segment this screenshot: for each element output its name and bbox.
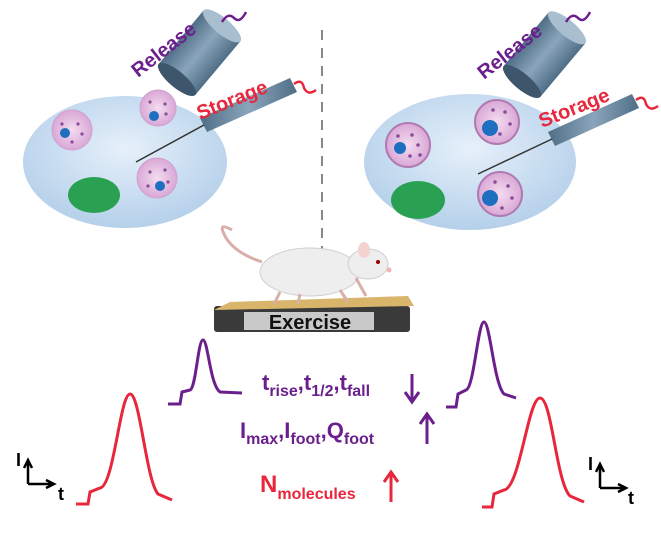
release-pipette bbox=[502, 11, 587, 99]
vesicle bbox=[385, 122, 431, 168]
wire bbox=[564, 11, 592, 23]
treadmill: Exercise bbox=[214, 296, 414, 334]
axes-icon-right: I t bbox=[588, 454, 634, 508]
nucleus bbox=[68, 177, 120, 213]
mouse-icon bbox=[220, 225, 392, 305]
right-storage-trace bbox=[482, 396, 585, 509]
kinetics-params: trise,t1/2,tfall bbox=[262, 370, 370, 400]
arrow-down-icon bbox=[403, 374, 421, 405]
y-axis-label: I bbox=[588, 454, 593, 474]
wire bbox=[220, 11, 248, 23]
arrow-up-icon bbox=[418, 411, 436, 444]
arrow-up-icon bbox=[382, 469, 400, 502]
vesicle bbox=[136, 157, 178, 199]
vesicle bbox=[477, 171, 523, 217]
vesicle bbox=[51, 109, 93, 151]
left-release-trace bbox=[168, 338, 243, 406]
storage-electrode bbox=[477, 94, 659, 175]
cell-body bbox=[23, 96, 227, 228]
x-axis-label: t bbox=[628, 488, 634, 508]
vesicle bbox=[139, 89, 177, 127]
left-storage-trace bbox=[76, 392, 173, 506]
vesicle bbox=[474, 99, 520, 145]
release-pipette bbox=[157, 9, 242, 97]
axes-icon-left: I t bbox=[16, 450, 64, 504]
right-release-trace bbox=[446, 320, 517, 409]
nucleus bbox=[391, 181, 445, 219]
left-cell: Release Storage bbox=[23, 9, 317, 228]
amplitude-params: Imax,Ifoot,Qfoot bbox=[240, 418, 375, 448]
right-cell: Release Storage bbox=[364, 11, 659, 230]
y-axis-label: I bbox=[16, 450, 21, 470]
exercise-label: Exercise bbox=[269, 312, 351, 334]
storage-electrode bbox=[135, 78, 317, 163]
molecules-param: Nmolecules bbox=[260, 471, 356, 503]
x-axis-label: t bbox=[58, 484, 64, 504]
